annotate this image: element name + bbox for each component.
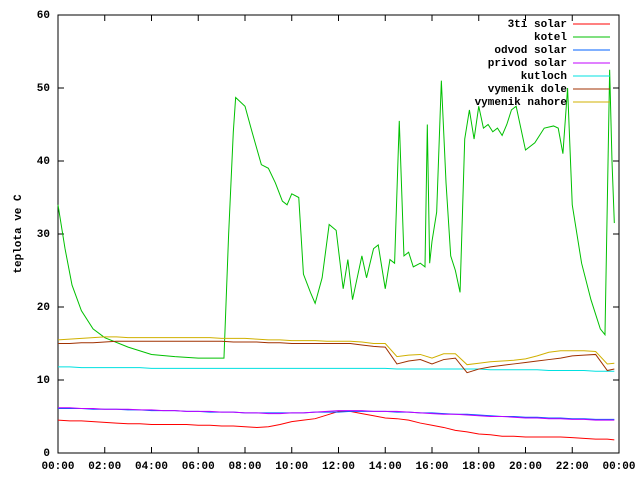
x-tick-label: 02:00 <box>88 461 121 473</box>
series-line <box>58 407 615 421</box>
y-axis-label: teplota ve C <box>13 194 25 274</box>
legend-label: vymenik nahore <box>475 97 568 109</box>
series-line <box>57 410 615 441</box>
y-tick-label: 20 <box>37 302 50 314</box>
x-tick-label: 18:00 <box>462 461 495 473</box>
x-tick-label: 12:00 <box>322 461 355 473</box>
series-line <box>57 336 615 366</box>
legend-label: kutloch <box>521 71 567 83</box>
series-line <box>58 407 615 420</box>
y-tick-label: 40 <box>37 156 50 168</box>
x-tick-label: 06:00 <box>182 461 215 473</box>
y-tick-label: 30 <box>37 229 50 241</box>
y-tick-label: 50 <box>37 83 50 95</box>
x-tick-label: 20:00 <box>509 461 542 473</box>
x-tick-label: 22:00 <box>556 461 589 473</box>
series-line <box>58 366 615 372</box>
legend-label: vymenik dole <box>488 84 568 96</box>
y-tick-label: 10 <box>37 375 50 387</box>
series-line <box>58 340 615 374</box>
legend-label: kotel <box>534 32 567 44</box>
x-tick-label: 00:00 <box>602 461 635 473</box>
plot-border <box>57 14 620 454</box>
x-tick-label: 08:00 <box>228 461 261 473</box>
x-tick-label: 14:00 <box>369 461 402 473</box>
x-tick-label: 00:00 <box>41 461 74 473</box>
legend-label: privod solar <box>488 58 567 70</box>
x-tick-label: 10:00 <box>275 461 308 473</box>
legend-label: 3ti solar <box>508 19 567 31</box>
x-tick-label: 16:00 <box>415 461 448 473</box>
y-tick-label: 60 <box>37 10 50 22</box>
legend-label: odvod solar <box>494 45 567 57</box>
y-tick-label: 0 <box>43 448 50 460</box>
x-tick-label: 04:00 <box>135 461 168 473</box>
series-line <box>57 69 615 359</box>
